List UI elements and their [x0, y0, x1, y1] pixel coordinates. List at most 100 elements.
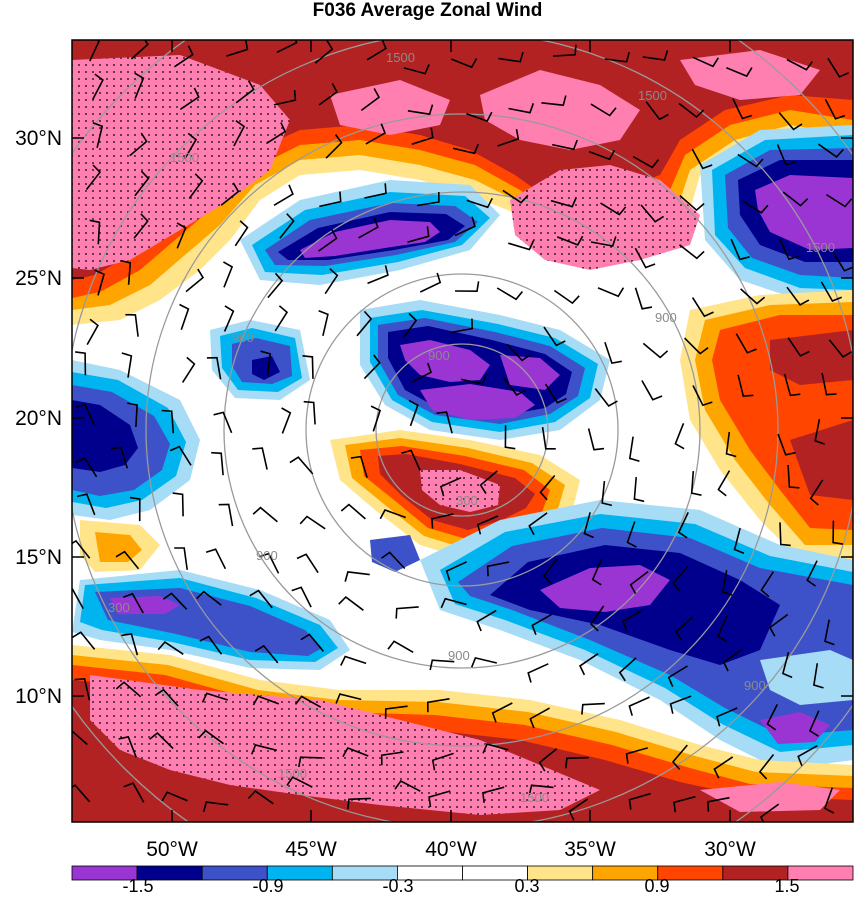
wind-barb [781, 651, 793, 679]
wind-barb [344, 571, 370, 582]
wind-barb [733, 527, 745, 555]
lon-label-40w: 40°W [425, 838, 477, 861]
lat-label-20n: 20°N [15, 407, 62, 430]
wind-barb [199, 635, 223, 655]
wind-barb [491, 702, 513, 723]
lon-label-35w: 35°W [564, 838, 616, 861]
wind-barb [445, 561, 468, 581]
lat-label-10n: 10°N [15, 685, 62, 708]
wind-barb [479, 470, 498, 495]
northwest-cold-region [210, 180, 500, 400]
wind-barb [179, 87, 200, 110]
wind-barb [600, 202, 627, 216]
wind-barb [407, 226, 430, 243]
wind-barb [72, 631, 96, 650]
wind-barb [127, 402, 138, 428]
plot-frame [71, 39, 854, 823]
wind-barb [260, 350, 272, 376]
wind-barb [776, 144, 796, 166]
wind-barb [590, 236, 617, 247]
wind-barb [338, 596, 364, 611]
wind-barb [403, 64, 430, 75]
wind-barb [411, 127, 434, 145]
wind-barb [476, 515, 499, 535]
wind-barb [672, 566, 689, 592]
wind-barb [75, 351, 87, 376]
colorbar [71, 865, 854, 881]
wind-barb [157, 641, 184, 655]
wind-barb [674, 423, 685, 450]
wind-barb [538, 748, 558, 772]
wind-barb [360, 88, 381, 112]
wind-barb [121, 633, 139, 656]
wind-barb [303, 400, 316, 425]
wind-barb [768, 613, 789, 637]
wind-barb [450, 58, 478, 69]
colorbar-label: -0.9 [252, 876, 283, 896]
wind-barb [363, 354, 381, 380]
wind-barb [497, 128, 520, 147]
wind-barb [252, 506, 278, 523]
wind-barb [452, 143, 479, 155]
wind-barb [578, 652, 599, 676]
wind-barb [730, 238, 750, 261]
wind-barb [508, 103, 535, 114]
wind-barb [482, 743, 509, 754]
wind-barb [541, 95, 567, 107]
wind-barb [76, 493, 96, 516]
wind-barb [588, 150, 616, 161]
wind-barb [529, 707, 550, 729]
wind-barb [325, 134, 343, 159]
wind-barb [235, 80, 255, 104]
central-cold-region [360, 300, 610, 440]
wind-barb [347, 797, 371, 810]
wind-barb [583, 512, 594, 539]
wind-barb [314, 40, 334, 64]
wind-barb [625, 747, 649, 764]
wind-barb [591, 559, 603, 586]
wind-barb [506, 343, 531, 362]
contour-label: 900 [256, 548, 278, 563]
wind-barb [737, 374, 754, 398]
wind-barb [279, 213, 295, 239]
wind-barb [395, 606, 419, 619]
wind-barb [594, 388, 618, 408]
contour-label: 900 [744, 678, 766, 693]
wind-barb [129, 496, 141, 522]
lon-label-30w: 30°W [704, 838, 756, 861]
wind-barb [440, 597, 467, 609]
wind-barb [75, 403, 95, 426]
wind-barb [553, 44, 577, 57]
wind-barb [202, 801, 229, 813]
wind-barb [428, 790, 451, 808]
wind-barb [543, 326, 566, 347]
wind-barb [154, 688, 179, 707]
wind-barb [266, 122, 287, 145]
wind-barb [641, 380, 663, 401]
wind-barb [401, 449, 421, 471]
wind-barb [677, 512, 689, 539]
wind-barb [568, 798, 589, 821]
wind-barb [302, 355, 314, 379]
wind-barb [181, 356, 196, 383]
wind-barb [667, 665, 688, 688]
wind-barb [498, 51, 524, 63]
lat-label-25n: 25°N [15, 267, 62, 290]
wind-barb [185, 268, 205, 293]
wind-barb [130, 40, 149, 60]
wind-barb [504, 425, 516, 450]
wind-barb [552, 139, 578, 151]
wind-barb [679, 244, 705, 260]
wind-barb [319, 191, 342, 208]
wind-barb [454, 216, 476, 237]
wind-barb [252, 695, 280, 706]
wind-barb [366, 40, 387, 61]
wind-barb [223, 261, 234, 288]
wind-barb [684, 337, 709, 355]
wind-barb [387, 640, 414, 653]
wind-barb [550, 197, 577, 208]
wind-barb [299, 515, 326, 530]
wind-barb [233, 120, 246, 147]
wind-barb [356, 310, 373, 337]
wind-barb [691, 297, 714, 318]
